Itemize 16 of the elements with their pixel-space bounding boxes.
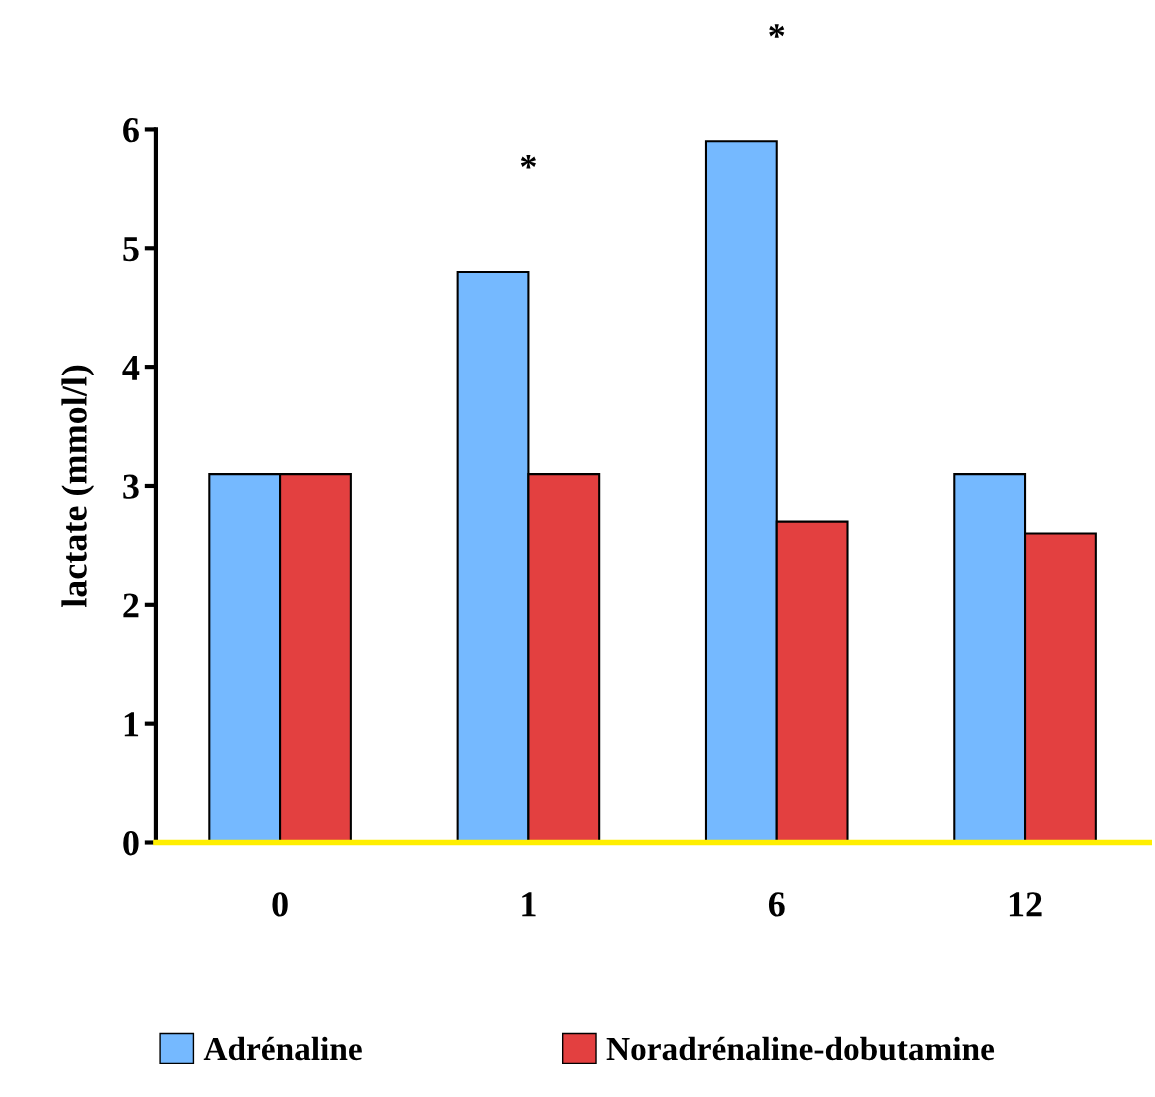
y-tick-label: 2 [123,593,139,618]
x-tick-label: 12 [1009,892,1042,917]
y-tick-label: 4 [122,355,140,380]
text: * [769,24,785,38]
y-tick-label: 6 [123,118,139,143]
legend-label: Adrénaline [203,1036,362,1061]
x-tick-label: 0 [272,892,288,917]
x-tick-label: 6 [768,892,785,917]
x-tick-label: 1 [522,892,536,917]
y-tick-label: 0 [123,831,139,856]
y-tick-label: 5 [123,237,139,262]
annotation: * [520,154,536,169]
legend-label: Noradrénaline-dobutamine [606,1036,995,1061]
y-axis-title: lactate (mmol/l) [61,365,95,608]
y-tick-label: 1 [124,712,139,737]
y-tick-label: 3 [123,474,139,499]
